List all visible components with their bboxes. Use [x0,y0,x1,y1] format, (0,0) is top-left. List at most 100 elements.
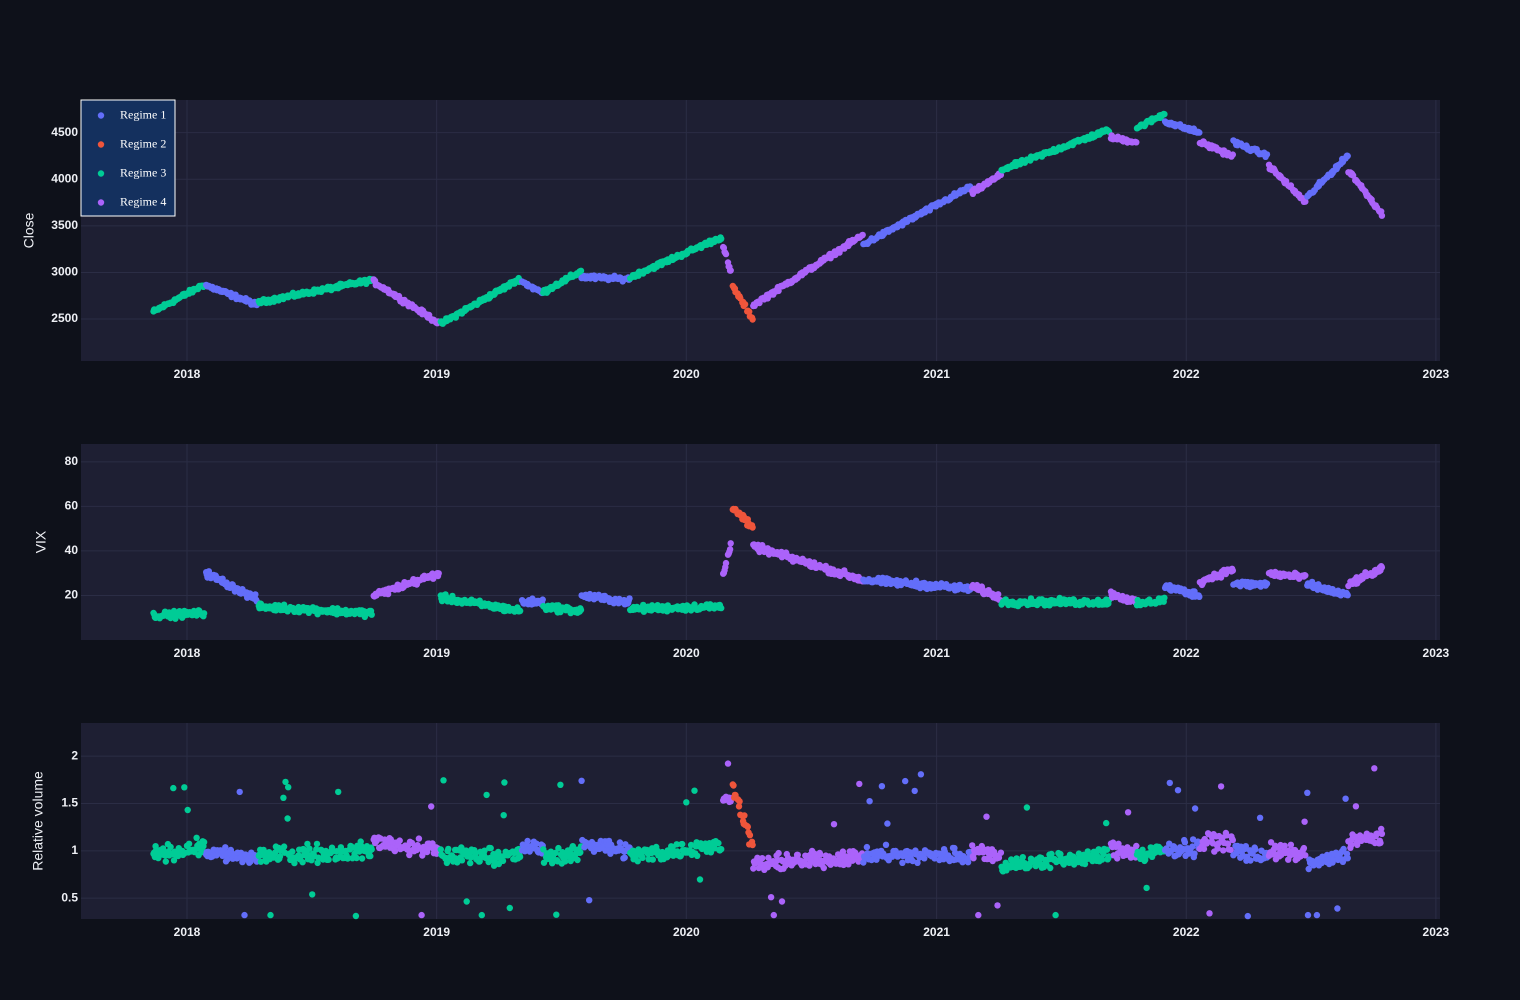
data-point-regime-1 [1166,779,1174,787]
data-point-regime-3 [335,788,342,796]
y-tick-label: 2 [71,748,78,762]
y-tick-label: 2500 [51,311,78,325]
legend-item-regime-1[interactable]: Regime 1 [97,107,167,121]
data-point-regime-4 [722,250,730,258]
data-point-regime-1 [951,844,958,852]
data-point-regime-4 [983,813,990,820]
data-point-regime-3 [683,799,690,806]
legend-item-regime-3[interactable]: Regime 3 [97,165,167,179]
data-point-regime-3 [1103,846,1111,853]
x-tick-label: 2020 [673,646,700,660]
data-point-regime-4 [767,894,775,901]
data-points [150,760,1386,920]
data-point-regime-4 [1229,151,1237,158]
data-point-regime-1 [626,595,633,602]
x-tick-label: 2023 [1423,367,1450,381]
data-point-regime-4 [1377,839,1384,847]
legend-marker [97,170,105,177]
data-point-regime-3 [267,911,274,919]
data-point-regime-3 [506,904,513,912]
data-point-regime-4 [1223,832,1230,839]
data-point-regime-3 [649,856,656,863]
data-point-regime-3 [516,607,524,615]
data-point-regime-4 [1378,564,1386,571]
data-point-regime-4 [995,591,1002,598]
data-point-regime-4 [997,849,1005,856]
data-point-regime-4 [990,848,998,856]
data-point-regime-3 [280,794,287,801]
data-point-regime-4 [856,780,863,788]
data-point-regime-3 [1161,111,1168,118]
data-point-regime-1 [1305,865,1312,873]
data-point-regime-1 [1174,787,1182,794]
data-point-regime-4 [859,231,866,239]
data-point-regime-3 [313,846,320,853]
data-point-regime-1 [1342,795,1349,802]
legend-item-regime-4[interactable]: Regime 4 [97,194,167,208]
x-tick-label: 2023 [1423,925,1450,939]
data-point-regime-1 [1263,151,1271,158]
data-point-regime-3 [1047,864,1054,872]
legend-item-regime-2[interactable]: Regime 2 [97,136,167,150]
data-point-regime-4 [727,267,734,274]
data-point-regime-3 [368,611,375,618]
data-point-regime-1 [1344,592,1351,599]
x-tick-label: 2021 [923,646,950,660]
data-point-regime-2 [749,524,756,531]
data-point-regime-2 [746,308,753,315]
data-point-regime-3 [309,891,316,898]
x-tick-label: 2022 [1173,646,1200,660]
data-point-regime-2 [741,812,748,819]
data-point-regime-3 [184,806,191,814]
data-point-regime-3 [443,859,451,867]
data-point-regime-4 [1133,139,1140,146]
data-point-regime-2 [749,841,756,849]
legend-box [80,99,176,217]
data-points [150,505,1386,622]
data-point-regime-3 [1105,853,1113,860]
data-point-regime-4 [1133,842,1140,850]
data-point-regime-3 [574,856,581,864]
data-point-regime-3 [304,840,311,848]
data-point-regime-4 [817,851,824,858]
data-point-regime-3 [257,858,265,865]
data-point-regime-4 [724,760,732,767]
data-point-regime-3 [718,604,725,612]
data-point-regime-3 [437,846,444,853]
data-point-regime-1 [1334,905,1341,912]
data-point-regime-3 [577,606,585,614]
x-tick-label: 2020 [673,925,700,939]
data-point-regime-1 [899,859,906,866]
data-point-regime-4 [415,835,423,842]
data-point-regime-4 [970,855,977,862]
data-point-regime-1 [884,820,891,827]
data-point-regime-4 [1224,840,1232,848]
data-point-regime-1 [1252,846,1259,853]
x-tick-label: 2022 [1173,367,1200,381]
data-point-regime-3 [552,849,559,856]
data-point-regime-3 [185,840,193,847]
panel-1: 2018 2019 2020 2021 2022 2023 2500 3000 3500 4000… [21,100,1450,381]
data-point-regime-4 [765,854,772,861]
data-point-regime-1 [1242,843,1250,850]
legend-label: Regime 1 [120,107,166,121]
y-tick-label: 20 [65,588,79,602]
data-point-regime-4 [830,821,838,828]
data-point-regime-1 [909,857,916,865]
data-point-regime-3 [306,845,313,852]
data-point-regime-3 [500,812,507,819]
data-point-regime-4 [1302,852,1309,859]
data-point-regime-1 [1196,129,1203,136]
data-point-regime-4 [1217,574,1225,581]
legend[interactable]: Regime 1 Regime 2 Regime 3 Regime 4 [80,99,176,217]
data-point-regime-4 [839,848,847,855]
legend-label: Regime 2 [120,136,166,150]
data-point-regime-3 [483,791,490,799]
data-point-regime-3 [1100,850,1107,858]
y-axis-label: Close [21,212,37,248]
data-point-regime-1 [1330,856,1337,863]
data-point-regime-2 [730,782,737,789]
data-point-regime-4 [1229,836,1237,844]
data-point-regime-3 [1023,804,1031,811]
data-point-regime-1 [1191,805,1199,812]
